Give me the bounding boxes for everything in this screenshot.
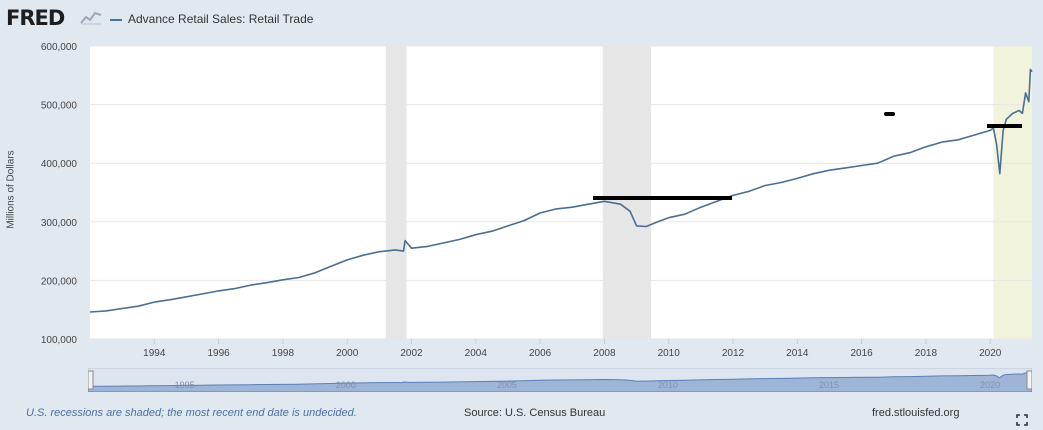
x-tick-label: 2000: [336, 348, 359, 359]
fullscreen-icon[interactable]: [1016, 414, 1028, 426]
recession-note: U.S. recessions are shaded; the most rec…: [26, 407, 357, 419]
y-tick-label: 500,000: [41, 101, 78, 112]
x-tick-label: 2002: [400, 348, 423, 359]
series-layer: [89, 68, 1033, 313]
x-tick-label: 1998: [272, 348, 295, 359]
x-tick-label: 2020: [979, 348, 1002, 359]
navigator-right-handle[interactable]: [1026, 370, 1033, 390]
navigator-labels: 1995 2000 2005 2010 2015 2020: [175, 380, 1000, 390]
series-line[interactable]: [89, 68, 1033, 313]
site-link[interactable]: fred.stlouisfed.org: [872, 407, 960, 419]
navigator-left-handle[interactable]: [87, 370, 94, 390]
x-tick-label: 2018: [915, 348, 938, 359]
annotation-marks: [593, 112, 1022, 200]
navigator-tick-label: 2005: [497, 380, 517, 390]
x-tick-label: 2014: [786, 348, 809, 359]
navigator-series-area: [87, 370, 1033, 393]
x-tick-label: 2016: [850, 348, 873, 359]
grid-lines: [90, 45, 1032, 340]
x-tick-label: 2012: [722, 348, 745, 359]
x-tick-label: 1994: [143, 348, 166, 359]
y-tick-label: 400,000: [41, 159, 78, 170]
legend[interactable]: Advance Retail Sales: Retail Trade: [110, 12, 313, 26]
chart-header: FRED Advance Retail Sales: Retail Trade: [0, 0, 1043, 40]
y-axis: 100,000 200,000 300,000 400,000 500,000 600,0…: [41, 42, 78, 346]
navigator-tick-label: 1995: [175, 380, 195, 390]
plot-area: [90, 46, 1032, 339]
navigator-tick-label: 2010: [658, 380, 678, 390]
x-tick-label: 2010: [658, 348, 681, 359]
y-tick-label: 200,000: [41, 276, 78, 287]
y-tick-label: 100,000: [41, 335, 78, 346]
x-tick-label: 1996: [207, 348, 230, 359]
x-axis: 1994 1996 1998 2000 2002 2004 2006 2008 2010 2012…: [143, 339, 1002, 359]
x-tick-label: 2008: [593, 348, 616, 359]
legend-label: Advance Retail Sales: Retail Trade: [128, 12, 314, 26]
navigator-tick-label: 2020: [980, 380, 1000, 390]
source-note: Source: U.S. Census Bureau: [464, 407, 606, 419]
recession-band-open: [993, 46, 1032, 339]
range-navigator[interactable]: 1995 2000 2005 2010 2015 2020: [87, 367, 1033, 393]
navigator-tick-label: 2015: [819, 380, 839, 390]
legend-swatch: [110, 18, 122, 21]
navigator-svg: 1995 2000 2005 2010 2015 2020: [87, 367, 1033, 393]
x-tick-label: 2006: [529, 348, 552, 359]
y-tick-label: 600,000: [41, 42, 78, 53]
line-chart-icon: [80, 11, 102, 25]
x-tick-label: 2004: [465, 348, 488, 359]
fred-logo[interactable]: FRED: [6, 6, 65, 30]
recession-band: [602, 46, 652, 339]
recession-band: [385, 46, 407, 339]
navigator-tick-label: 2000: [336, 380, 356, 390]
y-tick-label: 300,000: [41, 218, 78, 229]
